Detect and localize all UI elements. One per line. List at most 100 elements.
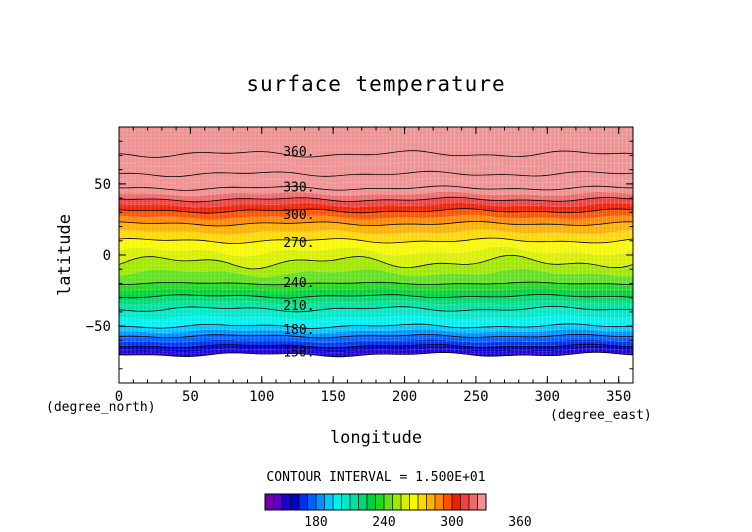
colorbar: 180 240 300 360 xyxy=(264,493,532,530)
x-tick-label: 200 xyxy=(392,389,417,405)
contour-labels: 360. 330. 300. 270. 240. 210. 180. 150. xyxy=(283,145,314,361)
colorbar-swatch xyxy=(333,494,342,510)
colorbar-tick-label: 300 xyxy=(440,515,463,530)
x-unit-label: (degree_east) xyxy=(550,408,652,423)
colorbar-swatch xyxy=(384,494,393,510)
contour-interval-text: CONTOUR INTERVAL = 1.500E+01 xyxy=(266,470,485,485)
colorbar-swatch xyxy=(469,494,478,510)
contour-band xyxy=(119,160,633,177)
colorbar-swatch xyxy=(290,494,300,510)
contour-label-360: 360. xyxy=(283,145,314,160)
colorbar-frame xyxy=(264,493,487,511)
contour-lines xyxy=(118,150,634,358)
x-tick-label: 100 xyxy=(249,389,274,405)
contour-band xyxy=(119,221,633,235)
contour-band xyxy=(119,229,633,244)
contour-band xyxy=(119,268,633,285)
chart-title: surface temperature xyxy=(246,72,505,96)
colorbar-swatch xyxy=(409,494,419,510)
x-axis: 0 50 100 150 200 250 300 350 xyxy=(115,127,634,405)
contour-line-240 xyxy=(119,281,634,286)
y-tick-label: 50 xyxy=(94,177,111,193)
contour-line-180 xyxy=(118,333,634,339)
contour-label-270: 270. xyxy=(283,236,314,251)
contour-line-270 xyxy=(118,237,634,244)
y-tick-label: −50 xyxy=(86,319,111,335)
y-axis: −50 0 50 xyxy=(86,140,633,370)
contour-line-360 xyxy=(118,150,634,158)
contour-line-345 xyxy=(118,170,634,178)
x-tick-label: 300 xyxy=(535,389,560,405)
colorbar-swatch xyxy=(452,494,461,510)
colorbar-swatch xyxy=(443,494,453,510)
colorbar-swatch xyxy=(392,494,402,510)
contour-band xyxy=(119,197,633,208)
contour-band xyxy=(119,246,633,269)
colorbar-tick-label: 180 xyxy=(304,515,327,530)
y-tick-label: 0 xyxy=(103,248,111,264)
contour-band xyxy=(119,215,633,226)
contour-band xyxy=(119,255,633,277)
colorbar-tick-label: 240 xyxy=(372,515,395,530)
x-tick-label: 150 xyxy=(321,389,346,405)
contour-line-285 xyxy=(118,221,634,227)
x-tick-label: 350 xyxy=(606,389,631,405)
plot-area: 360. 330. 300. 270. 240. 210. 180. 150. xyxy=(118,126,634,384)
colorbar-swatch xyxy=(341,494,351,510)
colorbar-swatch xyxy=(282,494,291,510)
contour-label-210: 210. xyxy=(283,299,314,314)
contour-line-210 xyxy=(118,305,634,313)
contour-band xyxy=(119,238,633,257)
colorbar-swatch xyxy=(324,494,334,510)
contour-band xyxy=(119,282,633,292)
colorbar-swatch xyxy=(375,494,385,510)
contour-band xyxy=(119,127,633,158)
contour-band xyxy=(119,323,633,334)
colorbar-swatch xyxy=(460,494,470,510)
colorbar-swatch xyxy=(367,494,376,510)
colorbar-swatch xyxy=(401,494,410,510)
contour-line-195 xyxy=(119,323,634,329)
contour-line-150 xyxy=(118,351,634,358)
contour-label-240: 240. xyxy=(283,276,314,291)
contour-line-165 xyxy=(119,343,633,349)
y-unit-label: (degree_north) xyxy=(46,400,156,415)
x-tick-label: 250 xyxy=(463,389,488,405)
contour-band xyxy=(119,203,633,214)
x-tick-label: 50 xyxy=(182,389,199,405)
colorbar-swatch xyxy=(426,494,436,510)
contour-line-255 xyxy=(118,254,634,270)
y-axis-label: latitude xyxy=(55,214,75,296)
colorbar-swatch xyxy=(418,494,427,510)
contour-band xyxy=(119,334,633,343)
contour-label-300: 300. xyxy=(283,208,314,223)
colorbar-swatch xyxy=(435,494,444,510)
contour-band xyxy=(119,185,633,197)
x-axis-label: longitude xyxy=(330,428,422,448)
colorbar-tick-label: 360 xyxy=(508,515,531,530)
contour-band xyxy=(119,315,633,329)
colorbar-swatch xyxy=(477,494,487,510)
contour-line-225 xyxy=(118,293,634,299)
contour-line-315 xyxy=(118,196,634,203)
colorbar-swatch xyxy=(307,494,317,510)
colorbar-swatch xyxy=(273,494,283,510)
contour-band xyxy=(119,171,633,184)
contour-band xyxy=(119,344,633,353)
contour-label-330: 330. xyxy=(283,181,314,196)
contour-band xyxy=(119,339,633,348)
contour-band xyxy=(119,150,633,167)
contour-label-150: 150. xyxy=(283,346,314,361)
colorbar-swatch xyxy=(316,494,325,510)
contour-label-180: 180. xyxy=(283,323,314,338)
colorbar-swatch xyxy=(350,494,359,510)
colorbar-swatch xyxy=(299,494,308,510)
colorbar-swatch xyxy=(265,494,274,510)
contour-band xyxy=(119,208,633,220)
contour-band xyxy=(119,191,633,202)
colorbar-swatch xyxy=(358,494,368,510)
contour-band xyxy=(119,306,633,320)
contour-band xyxy=(119,329,633,338)
contour-band xyxy=(119,300,633,312)
